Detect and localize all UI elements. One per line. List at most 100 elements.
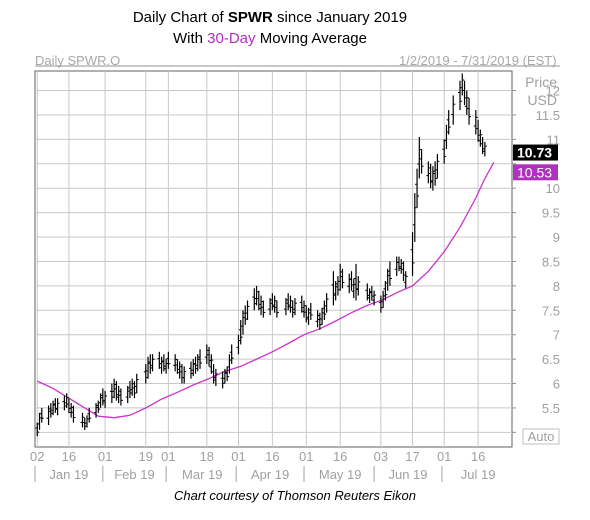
x-month-label: Feb 19 (114, 467, 154, 482)
x-month-label: Jan 19 (49, 467, 88, 482)
price-bar (356, 276, 361, 296)
y-tick-label: 5.5 (542, 401, 560, 416)
price-bar (225, 366, 230, 382)
price-bar (213, 368, 218, 386)
x-day-label: 16 (265, 449, 279, 464)
price-bar (292, 298, 297, 316)
price-bar (458, 80, 463, 111)
x-month-label: May 19 (319, 467, 362, 482)
auto-scale-button (522, 428, 560, 445)
ma-value-label: 10.53 (517, 164, 552, 180)
price-bar (340, 268, 345, 289)
x-month-label: Jul 19 (461, 467, 496, 482)
x-day-label: 16 (333, 449, 347, 464)
last-price-value: 10.73 (517, 145, 552, 161)
y-tick-label: 8 (553, 279, 560, 294)
x-day-label: 01 (98, 449, 112, 464)
price-bar (35, 422, 40, 437)
y-tick-label: 11 (547, 132, 561, 147)
price-chart: 55.566.577.588.599.5101111.512PriceUSDAu… (30, 65, 561, 482)
price-bar (118, 388, 123, 406)
y-tick-label: 9 (553, 230, 560, 245)
price-bar (482, 141, 487, 157)
price-bar (39, 407, 44, 423)
price-bar (415, 168, 420, 208)
price-bar (182, 366, 187, 384)
x-day-label: 02 (30, 449, 44, 464)
plot-area (34, 70, 513, 448)
price-bar (372, 290, 377, 306)
price-bar (198, 349, 203, 369)
price-bar (245, 300, 250, 321)
price-bar (71, 405, 76, 423)
x-day-label: 16 (62, 449, 76, 464)
price-bar (166, 351, 171, 369)
y-tick-label: 11.5 (536, 108, 560, 123)
x-day-label: 03 (374, 449, 388, 464)
y-axis: 55.566.577.588.599.5101111.512PriceUSDAu… (512, 74, 561, 445)
price-bar (451, 95, 456, 125)
y-axis-currency-label: USD (527, 92, 557, 108)
price-bar (467, 97, 472, 125)
ticker-symbol: SPWR (227, 9, 273, 26)
price-bar (419, 149, 424, 174)
chart-title: Daily Chart of SPWR since January 2019 (132, 9, 408, 26)
price-bar (261, 300, 266, 318)
price-bars-layer (35, 73, 487, 437)
price-bar (387, 261, 392, 286)
x-day-label: 01 (299, 449, 313, 464)
last-price-badge (513, 144, 558, 161)
x-month-label: Apr 19 (251, 467, 289, 482)
price-bar (238, 320, 243, 345)
y-tick-label: 7.5 (542, 303, 560, 318)
x-day-label: 01 (231, 449, 245, 464)
y-tick-label: 8.5 (542, 254, 560, 269)
price-bar (435, 154, 440, 179)
date-range-label: 1/2/2019 - 7/31/2019 (EST) (399, 53, 557, 68)
price-bar (308, 302, 313, 321)
price-bar (324, 293, 329, 313)
x-day-label: 17 (405, 449, 419, 464)
price-bar (478, 129, 483, 147)
price-bar (473, 110, 478, 135)
auto-scale-label: Auto (528, 429, 555, 444)
x-day-label: 18 (200, 449, 214, 464)
x-axis: 02 16 01 19 01 18 01 16 01 16 03 17 01 16 Jan 19 Feb 19… (30, 449, 495, 482)
moving-average-line (37, 161, 495, 419)
chart-caption: Chart courtesy of Thomson Reuters Eikon (173, 488, 417, 503)
price-bar (150, 354, 155, 372)
symbol-label: Daily SPWR.O (35, 53, 121, 68)
y-tick-label: 12 (546, 84, 560, 99)
price-bar (383, 280, 388, 301)
price-bar (64, 393, 69, 408)
price-bar (322, 300, 327, 321)
y-tick-label: 10 (546, 181, 560, 196)
price-bar (87, 407, 92, 423)
price-bar (229, 344, 234, 364)
price-bar (410, 232, 415, 277)
price-bar (403, 271, 408, 289)
moving-average-layer (37, 161, 495, 419)
y-axis-unit-label: Price (525, 74, 557, 90)
price-bar (446, 110, 451, 135)
x-day-label: 01 (161, 449, 175, 464)
price-bar (96, 400, 101, 413)
price-bar (55, 398, 60, 416)
ma-value-badge (513, 164, 558, 181)
chart-subtitle: With 30-Day Moving Average (173, 30, 367, 47)
x-day-label: 19 (139, 449, 153, 464)
ma-period-label: 30-Day (207, 30, 256, 47)
price-bar (460, 73, 465, 96)
y-tick-label: 6 (553, 377, 560, 392)
price-bar (209, 354, 214, 374)
price-bar (134, 373, 139, 394)
y-tick-label: 6.5 (542, 352, 560, 367)
x-month-label: Jun 19 (388, 467, 427, 482)
y-tick-label: 7 (553, 328, 560, 343)
price-bar (442, 139, 447, 164)
price-bar (80, 412, 85, 428)
x-day-label: 16 (471, 449, 485, 464)
price-bar (274, 300, 279, 318)
x-month-label: Mar 19 (182, 467, 222, 482)
y-tick-label: 9.5 (542, 206, 560, 221)
